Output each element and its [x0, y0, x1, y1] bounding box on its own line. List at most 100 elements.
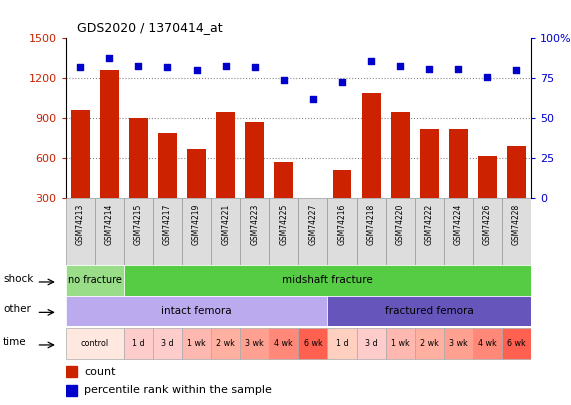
Bar [66, 328, 124, 359]
Text: 1 wk: 1 wk [391, 339, 409, 348]
Point [512, 67, 521, 74]
Bar [124, 328, 153, 359]
Bar [449, 129, 468, 239]
Text: 1 d: 1 d [336, 339, 348, 348]
Text: other: other [3, 304, 31, 314]
Bar [356, 328, 385, 359]
Bar [66, 198, 95, 265]
Bar [211, 198, 240, 265]
Bar [385, 328, 415, 359]
Point [192, 67, 201, 74]
Bar [153, 328, 182, 359]
Text: GSM74215: GSM74215 [134, 204, 143, 245]
Text: shock: shock [3, 274, 34, 284]
Text: GSM74222: GSM74222 [425, 204, 434, 245]
Text: GSM74224: GSM74224 [454, 204, 463, 245]
Text: GSM74214: GSM74214 [105, 204, 114, 245]
Point [454, 66, 463, 72]
Bar [211, 328, 240, 359]
Bar [415, 198, 444, 265]
Bar [158, 133, 177, 239]
Text: GSM74217: GSM74217 [163, 204, 172, 245]
Bar [332, 171, 351, 239]
Bar [66, 366, 78, 377]
Text: 3 wk: 3 wk [449, 339, 468, 348]
Text: 1 d: 1 d [132, 339, 144, 348]
Bar [66, 296, 327, 326]
Text: midshaft fracture: midshaft fracture [282, 275, 373, 286]
Bar [100, 70, 119, 239]
Bar [444, 328, 473, 359]
Bar [298, 198, 327, 265]
Bar [240, 328, 270, 359]
Text: no fracture: no fracture [68, 275, 122, 286]
Text: 3 wk: 3 wk [246, 339, 264, 348]
Bar [415, 328, 444, 359]
Bar [327, 296, 531, 326]
Bar [478, 156, 497, 239]
Bar [71, 111, 90, 239]
Text: 4 wk: 4 wk [478, 339, 497, 348]
Point [483, 74, 492, 80]
Point [163, 64, 172, 70]
Text: control: control [81, 339, 109, 348]
Text: 6 wk: 6 wk [304, 339, 322, 348]
Text: 3 d: 3 d [365, 339, 377, 348]
Text: 4 wk: 4 wk [275, 339, 293, 348]
Bar [327, 328, 356, 359]
Text: GSM74228: GSM74228 [512, 204, 521, 245]
Point [396, 62, 405, 69]
Text: GSM74226: GSM74226 [483, 204, 492, 245]
Bar [182, 198, 211, 265]
Bar [124, 265, 531, 296]
Text: GSM74221: GSM74221 [221, 204, 230, 245]
Bar [303, 198, 323, 239]
Point [75, 64, 85, 70]
Text: 1 wk: 1 wk [187, 339, 206, 348]
Bar [502, 328, 531, 359]
Bar [391, 113, 409, 239]
Point [367, 58, 376, 64]
Bar [385, 198, 415, 265]
Bar [444, 198, 473, 265]
Bar [274, 162, 293, 239]
Text: percentile rank within the sample: percentile rank within the sample [84, 386, 272, 395]
Bar [182, 328, 211, 359]
Text: GSM74216: GSM74216 [337, 204, 347, 245]
Point [250, 64, 259, 70]
Bar [187, 149, 206, 239]
Bar [473, 328, 502, 359]
Point [134, 62, 143, 69]
Text: 6 wk: 6 wk [507, 339, 526, 348]
Point [308, 96, 317, 102]
Bar [246, 122, 264, 239]
Text: GSM74223: GSM74223 [250, 204, 259, 245]
Text: GSM74213: GSM74213 [76, 204, 85, 245]
Text: 2 wk: 2 wk [216, 339, 235, 348]
Bar [153, 198, 182, 265]
Point [425, 66, 434, 72]
Bar [420, 129, 439, 239]
Text: GSM74220: GSM74220 [396, 204, 405, 245]
Bar [124, 198, 153, 265]
Text: intact femora: intact femora [161, 306, 232, 316]
Bar [66, 385, 78, 396]
Bar [216, 112, 235, 239]
Text: fractured femora: fractured femora [385, 306, 473, 316]
Bar [129, 118, 148, 239]
Text: 2 wk: 2 wk [420, 339, 439, 348]
Point [279, 77, 288, 83]
Text: GSM74218: GSM74218 [367, 204, 376, 245]
Text: time: time [3, 337, 27, 347]
Bar [95, 198, 124, 265]
Text: GDS2020 / 1370414_at: GDS2020 / 1370414_at [77, 21, 223, 34]
Point [104, 54, 114, 61]
Bar [66, 265, 124, 296]
Bar [361, 93, 380, 239]
Point [337, 79, 347, 85]
Bar [502, 198, 531, 265]
Text: GSM74227: GSM74227 [308, 204, 317, 245]
Bar [473, 198, 502, 265]
Text: GSM74219: GSM74219 [192, 204, 201, 245]
Point [221, 62, 230, 69]
